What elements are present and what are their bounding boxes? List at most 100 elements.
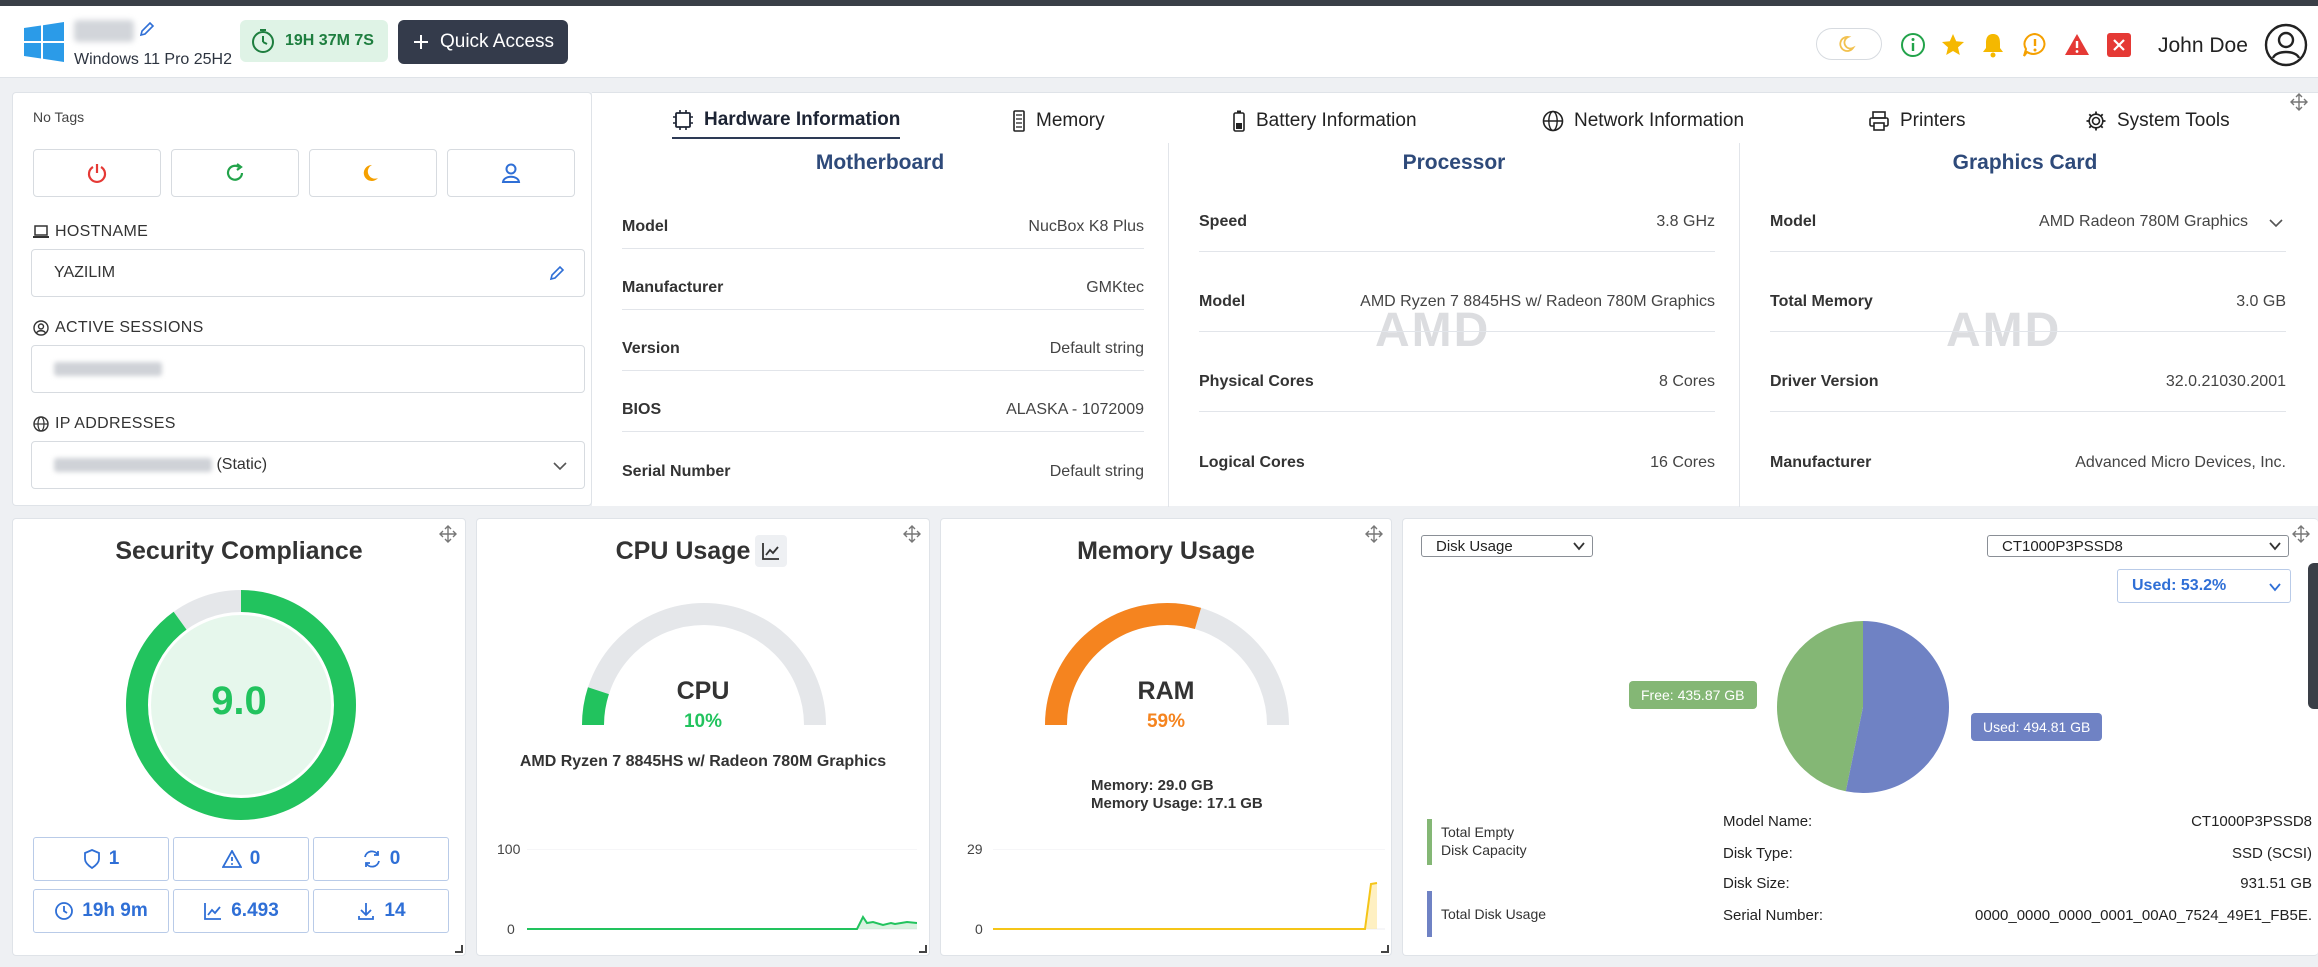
- ip-addresses-label: IP ADDRESSES: [33, 415, 176, 433]
- close-square-icon[interactable]: [2106, 32, 2132, 58]
- user-avatar-icon[interactable]: [2264, 23, 2308, 67]
- row-value: 3.8 GHz: [1656, 213, 1715, 230]
- move-handle-icon[interactable]: [2290, 93, 2308, 111]
- user-session-button[interactable]: [447, 149, 575, 197]
- legend-free-label: Total Empty Disk Capacity: [1441, 824, 1527, 858]
- move-handle-icon[interactable]: [439, 525, 457, 543]
- info-icon[interactable]: [1900, 32, 1926, 58]
- chevron-down-icon: [2268, 539, 2282, 553]
- disk-drive-select-value: CT1000P3PSSD8: [2002, 537, 2123, 555]
- memory-total: Memory: 29.0 GB: [1091, 777, 1214, 794]
- processor-title: Processor: [1402, 151, 1506, 174]
- refresh-icon: [224, 162, 246, 184]
- security-stat-updates[interactable]: 0: [313, 837, 449, 881]
- stopwatch-icon: [250, 28, 276, 54]
- chevron-down-icon: [1572, 539, 1586, 553]
- security-stat-warning[interactable]: 0: [173, 837, 309, 881]
- used-percent-select[interactable]: Used: 53.2%: [2117, 569, 2291, 603]
- tags-label[interactable]: No Tags: [33, 109, 85, 125]
- download-icon: [356, 901, 376, 921]
- graphics-row: Driver Version 32.0.21030.2001: [1770, 373, 2286, 412]
- laptop-icon: [33, 225, 49, 239]
- moon-icon: [1839, 34, 1859, 54]
- shutdown-button[interactable]: [33, 149, 161, 197]
- ip-addresses-select[interactable]: (Static): [31, 441, 585, 489]
- sleep-button[interactable]: [309, 149, 437, 197]
- hostname-label-text: HOSTNAME: [55, 223, 149, 240]
- graphics-row: Manufacturer Advanced Micro Devices, Inc.: [1770, 454, 2286, 471]
- tab-hardware-information-label: Hardware Information: [704, 109, 901, 130]
- moon-icon: [362, 162, 384, 184]
- side-drawer-handle[interactable]: [2308, 563, 2318, 709]
- chevron-down-icon[interactable]: [2268, 215, 2284, 231]
- warning-icon: [221, 850, 242, 868]
- security-score: 9.0: [211, 679, 267, 723]
- tab-system-tools[interactable]: System Tools: [2085, 103, 2230, 139]
- disk-drive-select[interactable]: CT1000P3PSSD8: [1987, 535, 2289, 557]
- processor-section: Processor AMD Speed 3.8 GHz Model AMD Ryze…: [1169, 143, 1739, 507]
- theme-toggle[interactable]: [1816, 28, 1882, 60]
- stat-value: 1: [108, 848, 120, 869]
- info-tabbar: Hardware Information Memory Battery Info…: [592, 93, 2318, 143]
- graphics-card-title: Graphics Card: [1952, 151, 2098, 174]
- resize-handle[interactable]: [455, 945, 463, 953]
- restart-button[interactable]: [171, 149, 299, 197]
- tab-printers-label: Printers: [1900, 110, 1966, 131]
- processor-row: Logical Cores 16 Cores: [1199, 454, 1715, 471]
- device-control-panel: No Tags HOSTNAME YAZILIM AC: [12, 92, 592, 506]
- tab-memory[interactable]: Memory: [1012, 103, 1105, 139]
- graphics-card-section: Graphics Card AMD Model AMD Radeon 780M G…: [1740, 143, 2310, 507]
- disk-view-select[interactable]: Disk Usage: [1421, 535, 1593, 557]
- active-sessions-field[interactable]: [31, 345, 585, 393]
- warning-icon[interactable]: [2064, 32, 2090, 58]
- motherboard-title: Motherboard: [815, 151, 945, 174]
- quick-access-button[interactable]: Quick Access: [398, 20, 568, 64]
- globe-icon: [1542, 110, 1564, 132]
- memory-usage-card: Memory Usage RAM 59% Memory: 29.0 GB Mem…: [940, 518, 1392, 956]
- security-compliance-title: Security Compliance: [115, 537, 363, 565]
- tab-network-information-label: Network Information: [1574, 110, 1745, 131]
- row-key: Model: [1770, 213, 1817, 230]
- alert-chat-icon[interactable]: [2022, 32, 2048, 58]
- security-compliance-card: Security Compliance 9.0 1 0 0 19h 9m 6.4…: [12, 518, 466, 956]
- sync-icon: [362, 849, 382, 869]
- resize-handle[interactable]: [919, 945, 927, 953]
- tab-hardware-information[interactable]: Hardware Information: [672, 103, 901, 139]
- graphics-row: Model AMD Radeon 780M Graphics: [1770, 213, 2286, 252]
- hostname-value: YAZILIM: [54, 264, 116, 281]
- security-stat-downloads[interactable]: 14: [313, 889, 449, 933]
- user-name[interactable]: John Doe: [2158, 34, 2248, 57]
- resize-handle[interactable]: [1381, 945, 1389, 953]
- tab-battery-information[interactable]: Battery Information: [1232, 103, 1417, 139]
- row-key: Version: [622, 340, 680, 357]
- chevron-down-icon: [2268, 580, 2282, 594]
- security-stat-shield[interactable]: 1: [33, 837, 169, 881]
- move-handle-icon[interactable]: [903, 525, 921, 543]
- chart-toggle-icon[interactable]: [755, 535, 787, 567]
- row-value: Advanced Micro Devices, Inc.: [2075, 454, 2286, 471]
- security-stat-time[interactable]: 19h 9m: [33, 889, 169, 933]
- disk-info-value: 931.51 GB: [2240, 875, 2312, 892]
- edit-device-name-pencil-icon[interactable]: [138, 20, 156, 38]
- ip-address-value: (Static): [54, 456, 267, 474]
- graphics-model-select[interactable]: AMD Radeon 780M Graphics: [2039, 213, 2248, 230]
- y-axis-min: 0: [975, 921, 983, 937]
- tab-printers[interactable]: Printers: [1868, 103, 1965, 139]
- row-key: BIOS: [622, 401, 662, 418]
- hostname-field[interactable]: YAZILIM: [31, 249, 585, 297]
- disk-info-key: Serial Number:: [1723, 907, 1824, 924]
- row-key: Driver Version: [1770, 373, 1879, 390]
- chevron-down-icon: [552, 458, 568, 474]
- security-stat-trend[interactable]: 6.493: [173, 889, 309, 933]
- move-handle-icon[interactable]: [2292, 525, 2310, 543]
- bell-icon[interactable]: [1981, 32, 2005, 58]
- motherboard-row: BIOS ALASKA - 1072009: [622, 401, 1144, 432]
- star-icon[interactable]: [1940, 32, 1966, 58]
- motherboard-row: Version Default string: [622, 340, 1144, 371]
- edit-hostname-pencil-icon[interactable]: [548, 264, 566, 282]
- memory-history-chart: [993, 849, 1385, 930]
- amd-logo-watermark: AMD: [1375, 304, 1491, 357]
- move-handle-icon[interactable]: [1365, 525, 1383, 543]
- tab-network-information[interactable]: Network Information: [1542, 103, 1744, 139]
- row-value: GMKtec: [1086, 279, 1144, 296]
